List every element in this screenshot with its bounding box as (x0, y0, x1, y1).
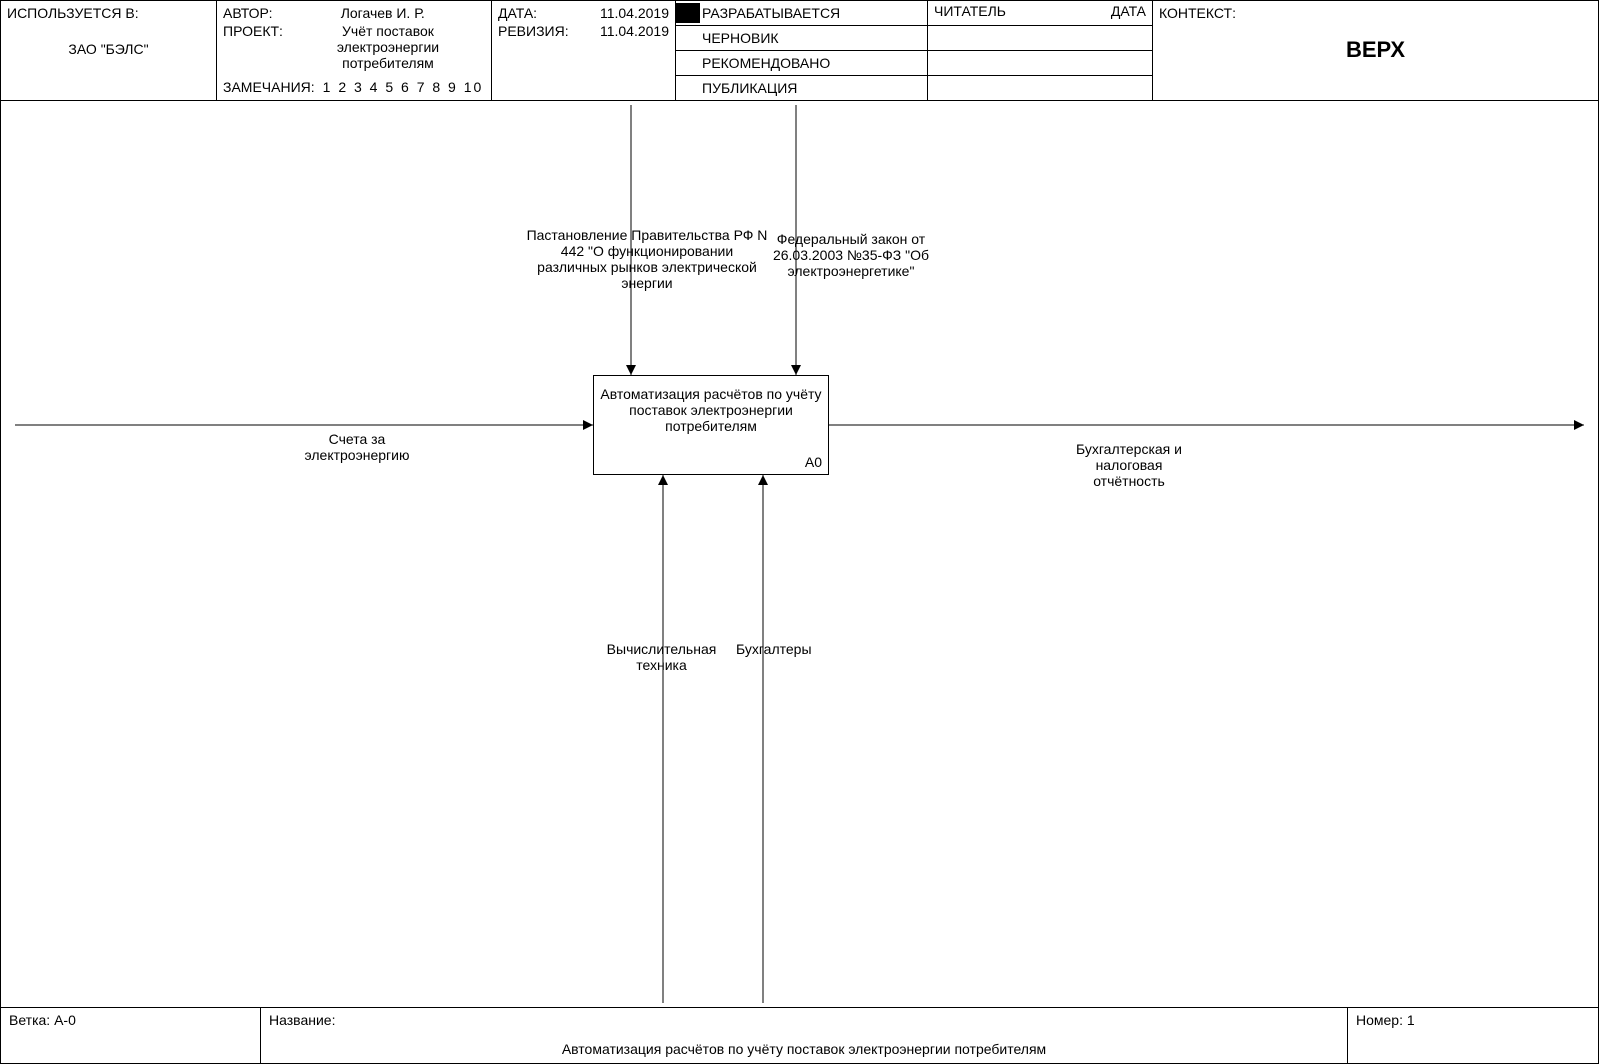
label-control-1: Пастановление Правительства РФ N 442 "О … (526, 227, 768, 291)
footer-branch: Ветка: A-0 (1, 1008, 261, 1063)
date-value: 11.04.2019 (600, 5, 669, 21)
branch-value: A-0 (54, 1012, 76, 1028)
footer: Ветка: A-0 Название: Автоматизация расчё… (1, 1007, 1598, 1063)
status-developing: РАЗРАБАТЫВАЕТСЯ (676, 1, 927, 26)
label-mechanism-2: Бухгалтеры (736, 641, 846, 657)
status-recommended: РЕКОМЕНДОВАНО (676, 51, 927, 76)
header-reader: ЧИТАТЕЛЬ ДАТА (928, 1, 1153, 100)
diagram-canvas: Автоматизация расчётов по учёту поставок… (1, 101, 1598, 1007)
header-status: РАЗРАБАТЫВАЕТСЯ ЧЕРНОВИК РЕКОМЕНДОВАНО П… (676, 1, 928, 100)
reader-row-1 (928, 26, 1152, 51)
project-label: ПРОЕКТ: (223, 23, 283, 71)
used-in-label: ИСПОЛЬЗУЕТСЯ В: (7, 5, 210, 21)
author-value: Логачев И. Р. (280, 5, 485, 21)
status-draft: ЧЕРНОВИК (676, 26, 927, 51)
header: ИСПОЛЬЗУЕТСЯ В: ЗАО "БЭЛС" АВТОР: Логаче… (1, 1, 1598, 101)
reader-date-label: ДАТА (1111, 3, 1146, 23)
header-dates: ДАТА: 11.04.2019 РЕВИЗИЯ: 11.04.2019 (492, 1, 676, 100)
header-context: КОНТЕКСТ: ВЕРХ (1153, 1, 1598, 100)
reader-row-3 (928, 76, 1152, 100)
label-output: Бухгалтерская и налоговая отчётность (1059, 441, 1199, 489)
revision-label: РЕВИЗИЯ: (498, 23, 569, 39)
activity-text: Автоматизация расчётов по учёту поставок… (600, 386, 822, 434)
header-meta: АВТОР: Логачев И. Р. ПРОЕКТ: Учёт постав… (217, 1, 492, 100)
author-label: АВТОР: (223, 5, 272, 21)
project-value: Учёт поставок электроэнергии потребителя… (291, 23, 485, 71)
footer-number: Номер: 1 (1348, 1008, 1598, 1063)
label-input: Счета за электроэнергию (277, 431, 437, 463)
reader-label: ЧИТАТЕЛЬ (934, 3, 1006, 23)
notes-value: 1 2 3 4 5 6 7 8 9 10 (323, 79, 484, 95)
header-used-in: ИСПОЛЬЗУЕТСЯ В: ЗАО "БЭЛС" (1, 1, 217, 100)
label-control-2: Федеральный закон от 26.03.2003 №35-ФЗ "… (771, 231, 931, 279)
reader-row-2 (928, 51, 1152, 76)
activity-code: A0 (805, 454, 822, 470)
notes-label: ЗАМЕЧАНИЯ: (223, 79, 315, 95)
footer-title: Автоматизация расчётов по учёту поставок… (261, 1041, 1347, 1057)
revision-value: 11.04.2019 (600, 23, 669, 39)
label-mechanism-1: Вычислительная техника (594, 641, 729, 673)
used-in-value: ЗАО "БЭЛС" (7, 41, 210, 57)
number-value: 1 (1407, 1012, 1415, 1028)
footer-name: Название: Автоматизация расчётов по учёт… (261, 1008, 1348, 1063)
status-publication: ПУБЛИКАЦИЯ (676, 76, 927, 100)
date-label: ДАТА: (498, 5, 537, 21)
name-label: Название: (269, 1012, 335, 1028)
activity-box: Автоматизация расчётов по учёту поставок… (593, 375, 829, 475)
context-label: КОНТЕКСТ: (1159, 5, 1592, 21)
number-label: Номер: (1356, 1012, 1403, 1028)
context-value: ВЕРХ (1159, 37, 1592, 63)
branch-label: Ветка: (9, 1012, 50, 1028)
